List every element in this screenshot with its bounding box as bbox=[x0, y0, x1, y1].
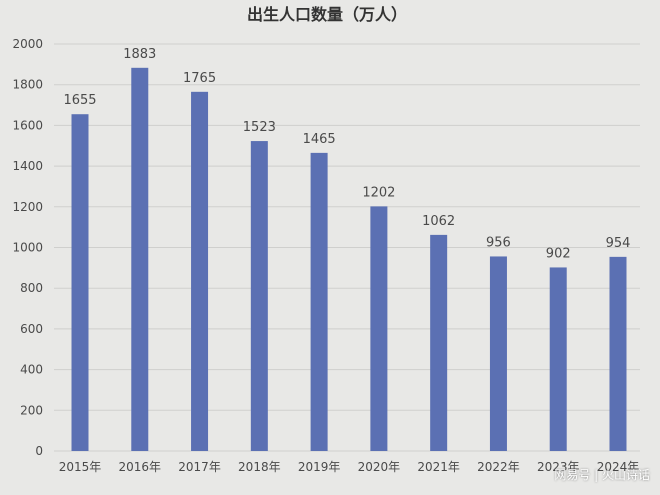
bar-2021年 bbox=[430, 234, 448, 451]
y-tick-label: 1600 bbox=[12, 118, 43, 132]
bar-2020年 bbox=[370, 206, 388, 451]
data-label: 1883 bbox=[123, 47, 156, 62]
bar-2024年 bbox=[609, 256, 627, 451]
x-tick-label: 2022年 bbox=[477, 460, 520, 474]
y-tick-label: 1800 bbox=[12, 78, 43, 92]
bar-2016年 bbox=[131, 67, 149, 451]
bar-2023年 bbox=[549, 267, 567, 451]
x-tick-label: 2023年 bbox=[537, 460, 580, 474]
watermark: 网易号 | 火山诗话 bbox=[554, 468, 650, 482]
x-tick-label: 2019年 bbox=[298, 460, 341, 474]
x-tick-label: 2017年 bbox=[178, 460, 221, 474]
data-label: 1655 bbox=[63, 93, 96, 108]
y-tick-label: 2000 bbox=[12, 37, 43, 51]
y-tick-label: 1000 bbox=[12, 241, 43, 255]
x-tick-label: 2020年 bbox=[358, 460, 401, 474]
y-tick-label: 1400 bbox=[12, 159, 43, 173]
data-label: 902 bbox=[546, 246, 571, 261]
data-label: 1765 bbox=[183, 71, 216, 86]
y-tick-label: 1200 bbox=[12, 200, 43, 214]
gridlines bbox=[54, 43, 640, 452]
data-label: 954 bbox=[606, 236, 631, 251]
chart-title: 出生人口数量（万人） bbox=[247, 5, 407, 24]
bar-2018年 bbox=[250, 141, 268, 451]
bar-2022年 bbox=[489, 256, 507, 451]
y-tick-label: 400 bbox=[20, 363, 43, 377]
x-tick-label: 2021年 bbox=[417, 460, 460, 474]
y-tick-label: 800 bbox=[20, 281, 43, 295]
bar-2015年 bbox=[71, 114, 89, 452]
x-tick-label: 2018年 bbox=[238, 460, 281, 474]
data-label: 1523 bbox=[243, 120, 276, 135]
y-tick-label: 200 bbox=[20, 403, 43, 417]
data-labels: 1655 1883 1765 1523 1465 1202 1062 956 902 954 bbox=[63, 47, 630, 262]
data-label: 1465 bbox=[303, 132, 336, 147]
data-label: 956 bbox=[486, 235, 511, 250]
y-tick-label: 0 bbox=[35, 444, 43, 458]
x-tick-label: 2015年 bbox=[59, 460, 102, 474]
data-label: 1202 bbox=[362, 185, 395, 200]
y-tick-label: 600 bbox=[20, 322, 43, 336]
data-label: 1062 bbox=[422, 214, 455, 229]
x-axis: 2015年 2016年 2017年 2018年 2019年 2020年 2021年 2022年… bbox=[59, 460, 640, 474]
bar-2019年 bbox=[310, 152, 328, 451]
x-tick-label: 2024年 bbox=[597, 460, 640, 474]
bars bbox=[71, 67, 627, 452]
bar-2017年 bbox=[191, 91, 209, 451]
x-tick-label: 2016年 bbox=[119, 460, 162, 474]
y-axis: 0 200 400 600 800 1000 1200 1400 1600 1800 2000 bbox=[12, 37, 43, 458]
